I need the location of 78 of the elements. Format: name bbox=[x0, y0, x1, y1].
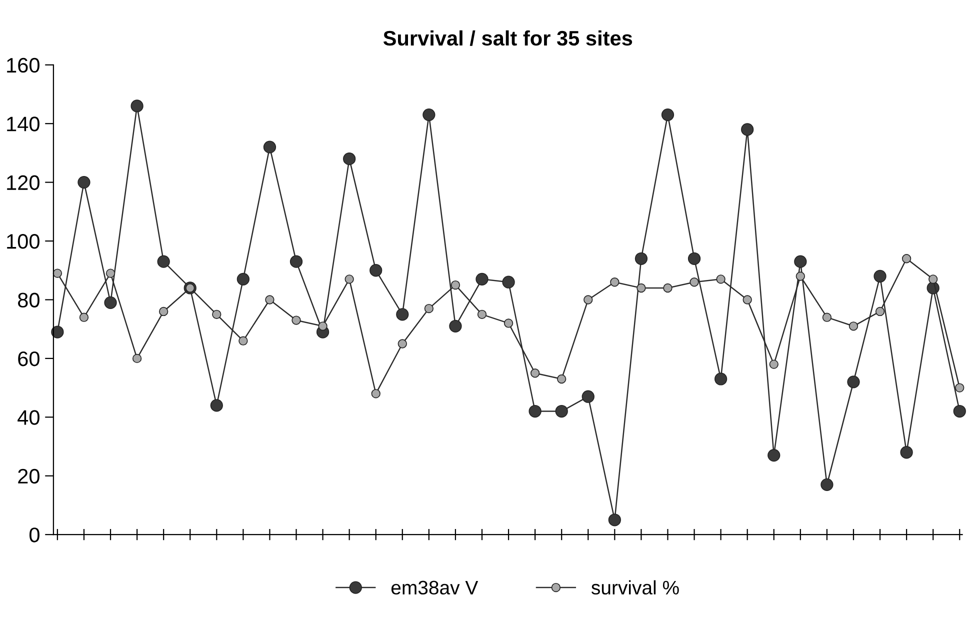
point bbox=[371, 389, 380, 398]
point bbox=[610, 278, 620, 287]
y-tick-label: 20 bbox=[18, 468, 40, 484]
point bbox=[663, 283, 672, 293]
chart-title: Survival / salt for 35 sites bbox=[383, 30, 632, 46]
point bbox=[104, 296, 117, 309]
point bbox=[741, 123, 754, 136]
y-tick-label: 160 bbox=[7, 58, 40, 73]
point bbox=[449, 320, 462, 332]
point bbox=[690, 278, 699, 287]
legend-label: em38av V bbox=[391, 580, 478, 595]
y-tick-label: 120 bbox=[7, 175, 40, 190]
point bbox=[424, 304, 434, 314]
point bbox=[820, 478, 834, 491]
point bbox=[900, 446, 913, 459]
point bbox=[688, 252, 701, 265]
point bbox=[398, 339, 407, 348]
point bbox=[794, 255, 807, 268]
point bbox=[238, 336, 248, 346]
point bbox=[396, 308, 409, 321]
point bbox=[476, 272, 488, 286]
point bbox=[714, 372, 728, 386]
point bbox=[953, 404, 966, 418]
point bbox=[370, 264, 382, 277]
point bbox=[450, 280, 460, 290]
point bbox=[422, 108, 436, 122]
point bbox=[582, 390, 594, 403]
y-tick-label: 80 bbox=[18, 292, 40, 308]
y-tick-label: 60 bbox=[18, 351, 40, 366]
point bbox=[504, 318, 514, 328]
point bbox=[928, 274, 938, 284]
point bbox=[796, 272, 806, 281]
point bbox=[768, 448, 780, 462]
point bbox=[236, 272, 250, 286]
point bbox=[557, 374, 566, 384]
point bbox=[955, 383, 964, 392]
y-tick-label: 140 bbox=[7, 116, 40, 132]
y-tick-label: 100 bbox=[7, 234, 40, 249]
point bbox=[132, 354, 142, 364]
point bbox=[875, 306, 885, 316]
point bbox=[157, 255, 170, 268]
point bbox=[902, 254, 912, 264]
point bbox=[78, 176, 90, 189]
point bbox=[292, 316, 301, 325]
legend-label: survival % bbox=[591, 580, 679, 595]
point bbox=[608, 514, 621, 526]
point bbox=[51, 326, 64, 338]
point bbox=[106, 268, 116, 278]
point bbox=[502, 276, 515, 288]
point bbox=[848, 322, 858, 331]
point bbox=[847, 376, 860, 388]
point bbox=[344, 274, 354, 284]
point bbox=[769, 360, 778, 369]
point bbox=[477, 310, 487, 319]
y-tick-label: 40 bbox=[18, 410, 40, 425]
point bbox=[584, 295, 593, 304]
point bbox=[343, 152, 356, 166]
point bbox=[661, 108, 674, 122]
point bbox=[79, 312, 89, 322]
point bbox=[130, 100, 144, 112]
point bbox=[318, 322, 328, 331]
point bbox=[822, 312, 832, 322]
point bbox=[874, 270, 886, 283]
point bbox=[290, 255, 303, 268]
y-tick-label: 0 bbox=[29, 528, 40, 542]
point bbox=[716, 274, 726, 284]
point bbox=[212, 310, 222, 319]
point bbox=[742, 295, 752, 304]
point bbox=[636, 283, 646, 293]
point bbox=[528, 404, 542, 418]
point bbox=[265, 295, 274, 304]
point bbox=[52, 268, 62, 278]
point bbox=[634, 252, 648, 265]
point bbox=[530, 368, 540, 378]
point bbox=[263, 140, 276, 154]
point bbox=[210, 399, 223, 412]
point bbox=[158, 306, 168, 316]
point bbox=[555, 404, 568, 418]
